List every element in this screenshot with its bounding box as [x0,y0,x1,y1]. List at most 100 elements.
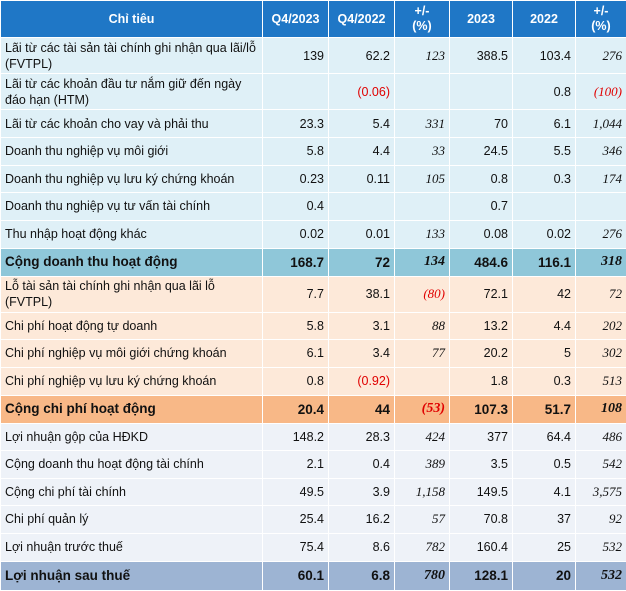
cell-q4-2022: 28.3 [329,423,395,451]
cell-change-quarter: 782 [395,533,450,561]
cell-q4-2022 [329,193,395,221]
cell-q4-2023: 49.5 [263,478,329,506]
cell-q4-2022: 0.11 [329,165,395,193]
row-fvtpl-gain: Lãi từ các tài sản tài chính ghi nhận qu… [1,38,626,74]
cell-label: Lợi nhuận trước thuế [1,533,263,561]
cell-change-quarter: 33 [395,138,450,166]
cell-change-quarter: 424 [395,423,450,451]
cell-change-quarter: 133 [395,220,450,248]
header-text: Chỉ tiêu [109,12,155,26]
cell-label: Chi phí quản lý [1,506,263,534]
cell-change-year: (100) [576,74,626,110]
cell-label: Doanh thu nghiệp vụ lưu ký chứng khoán [1,165,263,193]
cell-change-year: 532 [576,561,626,590]
cell-change-quarter: 77 [395,340,450,368]
cell-2023: 20.2 [450,340,513,368]
cell-2023 [450,74,513,110]
cell-2022: 5.5 [513,138,576,166]
header-text: +/- [415,4,430,18]
cell-2023: 1.8 [450,367,513,395]
cell-change-year: 276 [576,220,626,248]
cell-label: Lợi nhuận sau thuế [1,561,263,590]
cell-change-quarter: 1,158 [395,478,450,506]
cell-change-quarter: 57 [395,506,450,534]
header-row: Chỉ tiêu Q4/2023 Q4/2022 +/-(%) 2023 202… [1,1,626,38]
cell-2023: 70 [450,110,513,138]
cell-q4-2022: 0.01 [329,220,395,248]
cell-2022: 4.1 [513,478,576,506]
cell-label: Lãi từ các khoản đầu tư nắm giữ đến ngày… [1,74,263,110]
cell-label: Thu nhập hoạt động khác [1,220,263,248]
cell-2023: 160.4 [450,533,513,561]
cell-label: Doanh thu nghiệp vụ môi giới [1,138,263,166]
header-text: (%) [591,19,610,33]
cell-q4-2023 [263,74,329,110]
cell-change-year: 202 [576,312,626,340]
cell-change-quarter: (80) [395,276,450,312]
cell-q4-2023: 23.3 [263,110,329,138]
cell-2022: 0.02 [513,220,576,248]
cell-q4-2022: 6.8 [329,561,395,590]
cell-change-quarter: 105 [395,165,450,193]
header-text: 2023 [467,12,495,26]
cell-change-quarter: 134 [395,248,450,276]
cell-q4-2023: 139 [263,38,329,74]
cell-change-year: 486 [576,423,626,451]
cell-change-year: 318 [576,248,626,276]
cell-2022: 116.1 [513,248,576,276]
cell-2022: 25 [513,533,576,561]
cell-q4-2023: 0.4 [263,193,329,221]
cell-label: Chi phí hoạt động tự doanh [1,312,263,340]
cell-2022: 42 [513,276,576,312]
cell-q4-2023: 6.1 [263,340,329,368]
cell-change-year: 92 [576,506,626,534]
cell-change-year: 72 [576,276,626,312]
cell-change-quarter [395,193,450,221]
header-cell-q4-2023: Q4/2023 [263,1,329,38]
cell-change-year: 174 [576,165,626,193]
cell-2023: 3.5 [450,451,513,479]
cell-2023: 377 [450,423,513,451]
header-cell-2022: 2022 [513,1,576,38]
cell-q4-2022: 3.9 [329,478,395,506]
cell-q4-2023: 60.1 [263,561,329,590]
cell-2023: 128.1 [450,561,513,590]
cell-2023: 0.7 [450,193,513,221]
cell-change-quarter: 88 [395,312,450,340]
cell-change-year [576,193,626,221]
cell-q4-2023: 0.02 [263,220,329,248]
cell-q4-2022: 8.6 [329,533,395,561]
cell-2023: 107.3 [450,395,513,423]
cell-q4-2022: 72 [329,248,395,276]
cell-q4-2023: 168.7 [263,248,329,276]
cell-change-year: 302 [576,340,626,368]
header-cell-q4-2022: Q4/2022 [329,1,395,38]
cell-label: Cộng chi phí hoạt động [1,395,263,423]
cell-2022: 64.4 [513,423,576,451]
cell-q4-2022: 3.4 [329,340,395,368]
header-text: (%) [412,19,431,33]
header-text: Q4/2022 [338,12,386,26]
row-htm-gain: Lãi từ các khoản đầu tư nắm giữ đến ngày… [1,74,626,110]
cell-2023: 388.5 [450,38,513,74]
cell-label: Lỗ tài sản tài chính ghi nhận qua lãi lỗ… [1,276,263,312]
cell-q4-2023: 148.2 [263,423,329,451]
cell-change-year: 1,044 [576,110,626,138]
cell-2022: 51.7 [513,395,576,423]
cell-q4-2023: 25.4 [263,506,329,534]
row-fvtpl-loss: Lỗ tài sản tài chính ghi nhận qua lãi lỗ… [1,276,626,312]
cell-q4-2022: 44 [329,395,395,423]
cell-change-year: 542 [576,451,626,479]
cell-q4-2022: 62.2 [329,38,395,74]
cell-change-year: 3,575 [576,478,626,506]
cell-2023: 72.1 [450,276,513,312]
